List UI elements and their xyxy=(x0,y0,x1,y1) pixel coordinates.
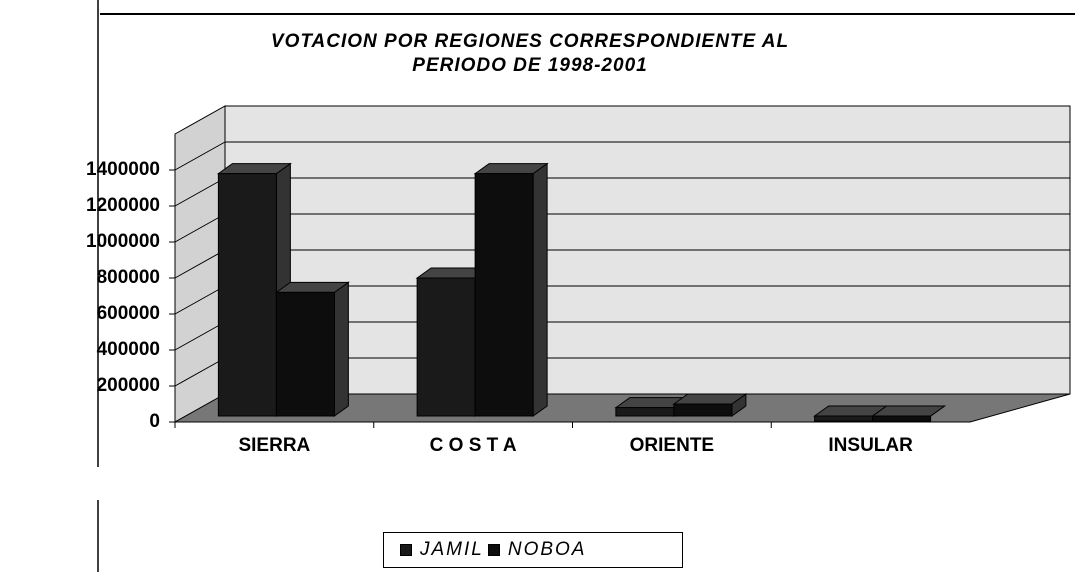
bar xyxy=(673,403,733,417)
y-tick-label: 0 xyxy=(149,411,160,432)
grid-line xyxy=(174,249,226,279)
x-tick-label: ORIENTE xyxy=(630,435,714,456)
y-tick-label: 600000 xyxy=(97,303,160,324)
y-tick-label: 1200000 xyxy=(86,195,160,216)
legend: JAMIL NOBOA xyxy=(383,532,683,568)
y-tick-label: 1000000 xyxy=(86,231,160,252)
grid-line xyxy=(174,141,226,171)
bar xyxy=(872,415,932,422)
bar xyxy=(416,277,476,417)
bar xyxy=(217,173,277,417)
bar xyxy=(615,407,675,417)
grid-line xyxy=(174,177,226,207)
x-tick-label: SIERRA xyxy=(238,435,310,456)
y-tick-label: 400000 xyxy=(97,339,160,360)
legend-label: NOBOA xyxy=(507,539,587,560)
grid-line xyxy=(174,321,226,351)
grid-line xyxy=(174,213,226,243)
grid-line xyxy=(174,285,226,315)
x-tick-label: C O S T A xyxy=(430,435,517,456)
y-tick-label: 800000 xyxy=(97,267,160,288)
bar xyxy=(275,291,335,417)
y-tick-label: 200000 xyxy=(97,375,160,396)
x-tick-label: INSULAR xyxy=(828,435,913,456)
chart-title: VOTACION POR REGIONES CORRESPONDIENTE AL… xyxy=(270,31,790,76)
legend-swatch xyxy=(400,544,412,556)
grid-line xyxy=(174,357,226,387)
bar-side xyxy=(532,162,548,417)
bar xyxy=(474,173,534,417)
legend-swatch xyxy=(487,544,500,556)
bar xyxy=(814,415,874,422)
bar-side xyxy=(333,281,349,417)
legend-label: JAMIL xyxy=(420,539,484,560)
y-tick-label: 1400000 xyxy=(86,159,160,180)
